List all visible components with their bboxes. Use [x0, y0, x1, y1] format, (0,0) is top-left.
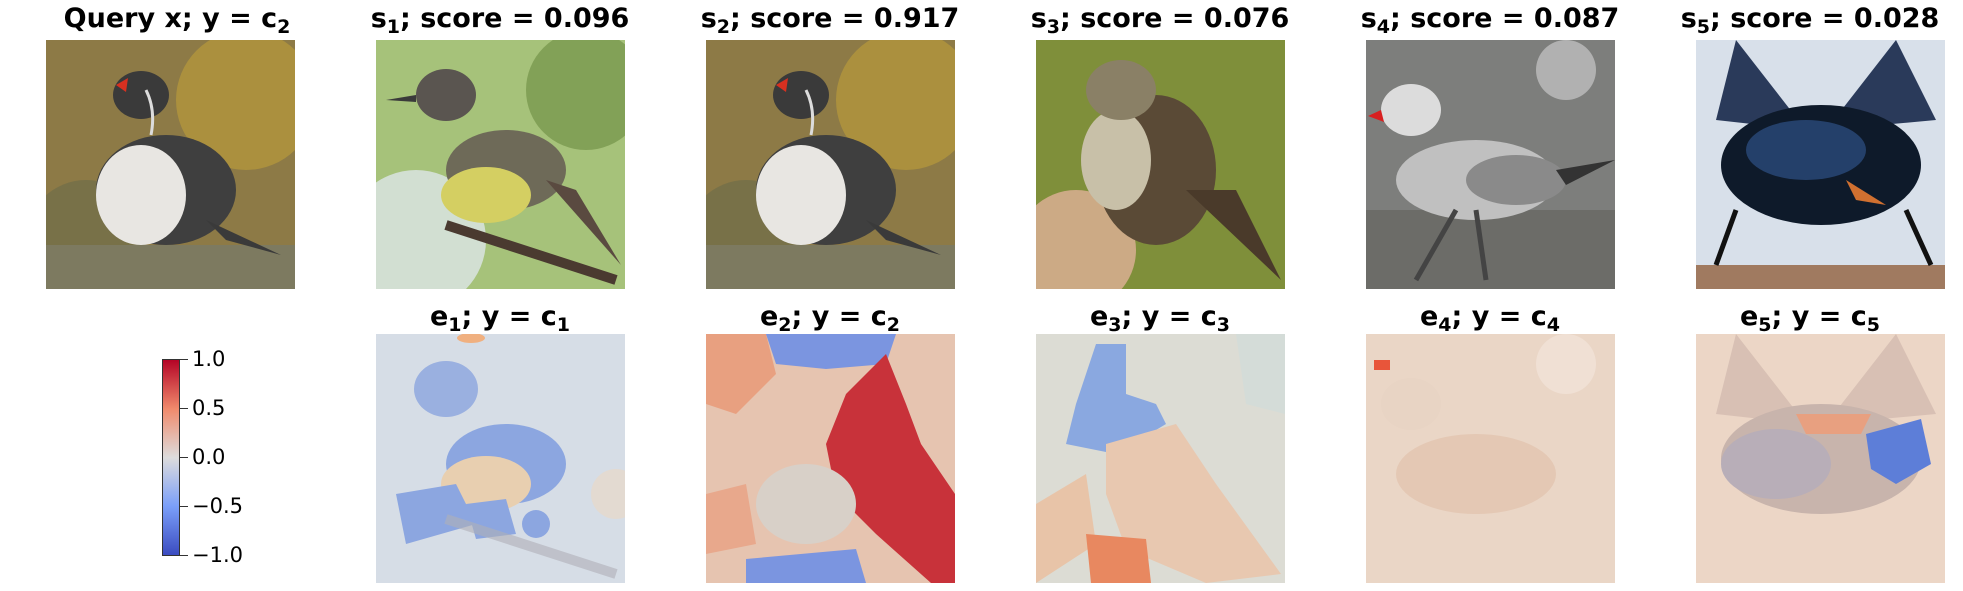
explanation-3-title: e3; y = c3: [1089, 301, 1231, 336]
colorbar-tick: [180, 555, 188, 556]
colorbar-tick-label: −1.0: [192, 543, 243, 567]
colorbar-tick: [180, 359, 188, 360]
candidate-5-title: s5; score = 0.028: [1680, 3, 1940, 38]
candidate-3-title: s3; score = 0.076: [1030, 3, 1290, 38]
candidate-5-image: [1696, 40, 1945, 289]
candidate-1-title: s1; score = 0.096: [370, 3, 630, 38]
colorbar-tick: [180, 457, 188, 458]
colorbar-tick: [180, 506, 188, 507]
explanation-1-heatmap: [376, 334, 625, 583]
colorbar-tick-label: 0.5: [192, 396, 226, 420]
explanation-5-title: e5; y = c5: [1739, 301, 1881, 336]
explanation-4-title: e4; y = c4: [1419, 301, 1561, 336]
colorbar-tick: [180, 408, 188, 409]
candidate-1-image: [376, 40, 625, 289]
explanation-2-heatmap: [706, 334, 955, 583]
explanation-2-title: e2; y = c2: [759, 301, 901, 336]
explanation-4-heatmap: [1366, 334, 1615, 583]
candidate-2-title: s2; score = 0.917: [700, 3, 960, 38]
query-title: Query x; y = c2: [63, 3, 291, 38]
query-image: [46, 40, 295, 289]
colorbar-tick-label: −0.5: [192, 494, 243, 518]
colorbar-tick-label: 0.0: [192, 445, 226, 469]
explanation-1-title: e1; y = c1: [429, 301, 571, 336]
colorbar-tick-label: 1.0: [192, 347, 226, 371]
candidate-4-image: [1366, 40, 1615, 289]
explanation-3-heatmap: [1036, 334, 1285, 583]
candidate-4-title: s4; score = 0.087: [1360, 3, 1620, 38]
explanation-5-heatmap: [1696, 334, 1945, 583]
candidate-3-image: [1036, 40, 1285, 289]
colorbar: [162, 359, 180, 556]
candidate-2-image: [706, 40, 955, 289]
